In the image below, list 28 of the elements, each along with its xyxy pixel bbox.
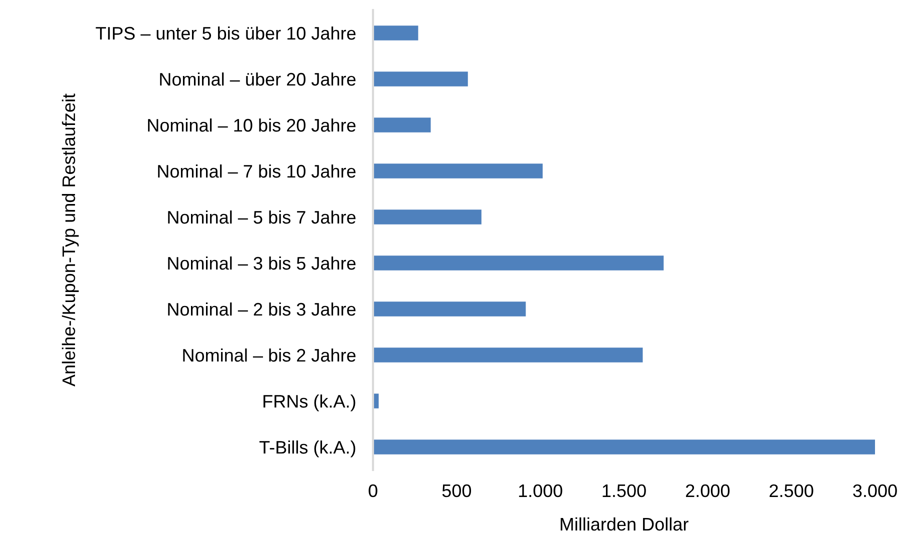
bar bbox=[373, 440, 875, 454]
y-tick-label: Nominal – 3 bis 5 Jahre bbox=[168, 256, 356, 270]
bar bbox=[373, 302, 526, 316]
x-tick-label: 1.500 bbox=[602, 484, 646, 498]
y-tick-label: Nominal – bis 2 Jahre bbox=[183, 348, 356, 362]
x-tick-label: 2.000 bbox=[686, 484, 730, 498]
y-tick-label: Nominal – 5 bis 7 Jahre bbox=[168, 210, 356, 224]
x-tick-label: 0 bbox=[368, 484, 378, 498]
y-tick-label: Nominal – 7 bis 10 Jahre bbox=[158, 164, 356, 178]
bar bbox=[373, 164, 543, 178]
y-tick-label: T-Bills (k.A.) bbox=[259, 440, 356, 458]
x-tick-label: 2.500 bbox=[770, 484, 814, 498]
bar bbox=[373, 256, 664, 270]
bar bbox=[373, 210, 482, 224]
y-tick-label: Nominal – 2 bis 3 Jahre bbox=[168, 302, 356, 316]
y-tick-label: Nominal – über 20 Jahre bbox=[160, 72, 356, 86]
x-tick-label: 1.000 bbox=[519, 484, 562, 498]
bar bbox=[373, 26, 418, 40]
y-tick-label: TIPS – unter 5 bis über 10 Jahre bbox=[96, 26, 356, 40]
x-tick-label: 500 bbox=[442, 484, 472, 498]
bar bbox=[373, 118, 431, 132]
bar bbox=[373, 72, 468, 86]
bar bbox=[373, 348, 643, 362]
y-tick-label: FRNs (k.A.) bbox=[264, 394, 356, 412]
x-axis-title: Milliarden Dollar bbox=[560, 517, 688, 531]
y-axis-title: Anleihe-/Kupon-Typ und Restlaufzeit bbox=[62, 94, 79, 386]
x-tick-label: 3.000 bbox=[853, 484, 897, 498]
y-tick-label: Nominal – 10 bis 20 Jahre bbox=[148, 118, 356, 132]
